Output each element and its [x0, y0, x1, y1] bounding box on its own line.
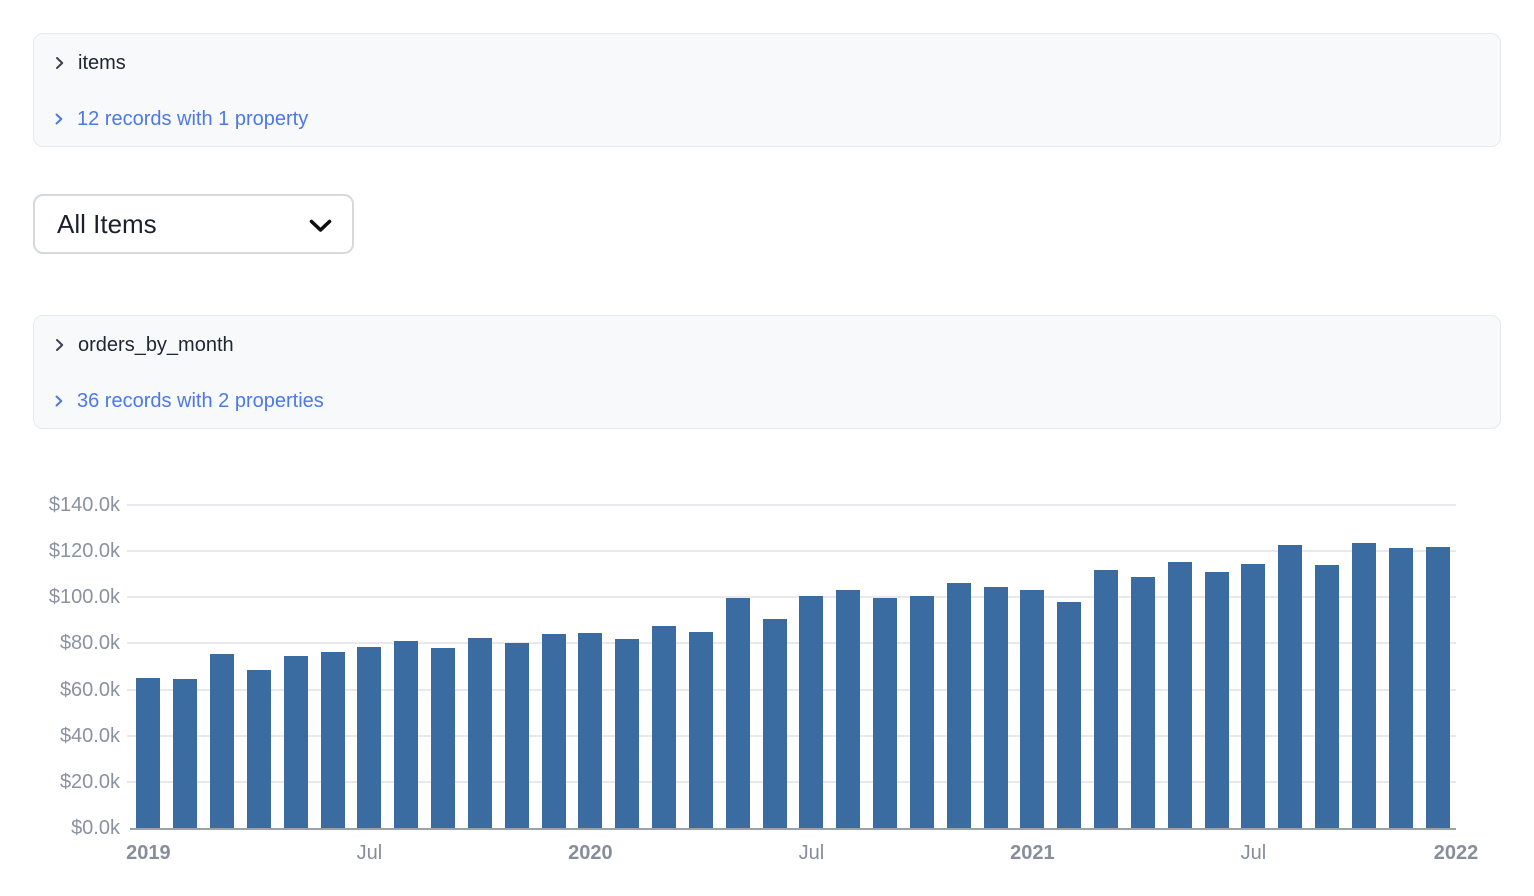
chart-bar[interactable]	[578, 633, 603, 828]
y-gridline	[127, 780, 1456, 783]
chart-bar[interactable]	[762, 619, 787, 828]
chart-bar[interactable]	[320, 651, 345, 828]
chart-bar[interactable]	[1388, 547, 1413, 828]
chart-bar[interactable]	[1204, 571, 1229, 828]
chart-bar[interactable]	[1020, 590, 1045, 828]
chart-bar[interactable]	[652, 626, 677, 828]
y-tick-label: $140.0k	[48, 494, 120, 516]
chart-bar[interactable]	[946, 583, 971, 828]
x-tick-label: 2020	[568, 842, 613, 864]
all-items-select[interactable]: All Items	[33, 194, 354, 254]
chart-bar[interactable]	[504, 643, 529, 828]
x-tick-label: Jul	[798, 842, 825, 864]
items-panel: items 12 records with 1 property	[33, 33, 1501, 147]
y-tick-label: $40.0k	[59, 724, 120, 747]
chart-bar[interactable]	[1130, 576, 1155, 828]
y-tick-label: $80.0k	[59, 632, 120, 655]
chart-bar[interactable]	[431, 648, 456, 828]
chart-bar[interactable]	[541, 634, 566, 828]
chart-x-axis: 2019 Jul 2020 Jul 2021 Jul 2022	[126, 842, 1478, 868]
y-tick-label: $20.0k	[59, 770, 120, 793]
items-panel-title: items	[78, 52, 126, 74]
chart-bar[interactable]	[1351, 543, 1376, 828]
chart-bar[interactable]	[467, 637, 492, 828]
y-gridline	[127, 688, 1456, 691]
chart-bar[interactable]	[873, 598, 898, 828]
chart-bar[interactable]	[283, 656, 308, 828]
items-records-label: 12 records with 1 property	[77, 108, 309, 130]
chart-bar[interactable]	[1315, 565, 1340, 828]
chart-bar[interactable]	[394, 641, 419, 828]
chart-bar[interactable]	[1094, 569, 1119, 828]
chart-bar[interactable]	[357, 646, 382, 828]
chart-bar[interactable]	[983, 586, 1008, 828]
y-tick-label: $60.0k	[59, 678, 120, 701]
y-gridline	[127, 596, 1456, 599]
chart-bar[interactable]	[836, 590, 861, 828]
orders-disclosure-row[interactable]: orders_by_month	[54, 331, 1480, 359]
x-tick-label: Jul	[1240, 842, 1267, 864]
chart-bar[interactable]	[210, 653, 235, 828]
x-tick-label: 2022	[1433, 842, 1479, 864]
y-tick-label: $100.0k	[48, 586, 120, 609]
chart-plot: $0.0k $20.0k $40.0k $60.0k $80.0k $100.0k $120…	[49, 495, 1456, 838]
chart-bar[interactable]	[1278, 545, 1303, 828]
x-tick-label: Jul	[356, 842, 383, 864]
chart-bar[interactable]	[1167, 561, 1192, 828]
orders-records-label: 36 records with 2 properties	[77, 390, 324, 412]
y-tick-label: $0.0k	[71, 817, 120, 839]
chart-bar[interactable]	[246, 669, 271, 828]
items-records-link[interactable]: 12 records with 1 property	[54, 105, 1480, 133]
y-gridline	[127, 504, 1456, 506]
y-gridline	[127, 642, 1456, 645]
chart-bar[interactable]	[1425, 546, 1450, 828]
y-gridline	[127, 734, 1456, 737]
y-gridline	[127, 550, 1456, 553]
chevron-right-icon	[54, 336, 65, 354]
y-tick-label: $120.0k	[48, 540, 120, 563]
chevron-right-icon	[54, 111, 64, 127]
orders-records-link[interactable]: 36 records with 2 properties	[54, 387, 1480, 415]
chart-bar[interactable]	[909, 596, 934, 828]
chart-bar[interactable]	[688, 631, 713, 828]
chart-bar[interactable]	[173, 679, 198, 828]
orders-bar-chart: $0.0k $20.0k $40.0k $60.0k $80.0k $100.0k $120…	[33, 493, 1501, 868]
orders-panel-title: orders_by_month	[78, 334, 234, 356]
chart-bar[interactable]	[1057, 601, 1082, 828]
items-disclosure-row[interactable]: items	[54, 49, 1480, 77]
chart-bar[interactable]	[615, 638, 640, 828]
x-tick-label: 2021	[1010, 842, 1055, 864]
chevron-right-icon	[54, 54, 65, 72]
chart-bar[interactable]	[725, 598, 750, 828]
chevron-right-icon	[54, 393, 64, 409]
chevron-down-icon	[309, 219, 332, 233]
orders-panel: orders_by_month 36 records with 2 proper…	[33, 315, 1501, 429]
all-items-select-value: All Items	[57, 208, 157, 239]
chart-bar[interactable]	[136, 678, 161, 828]
chart-bar[interactable]	[799, 596, 824, 828]
chart-bar[interactable]	[1241, 563, 1266, 828]
x-tick-label: 2019	[126, 842, 171, 864]
